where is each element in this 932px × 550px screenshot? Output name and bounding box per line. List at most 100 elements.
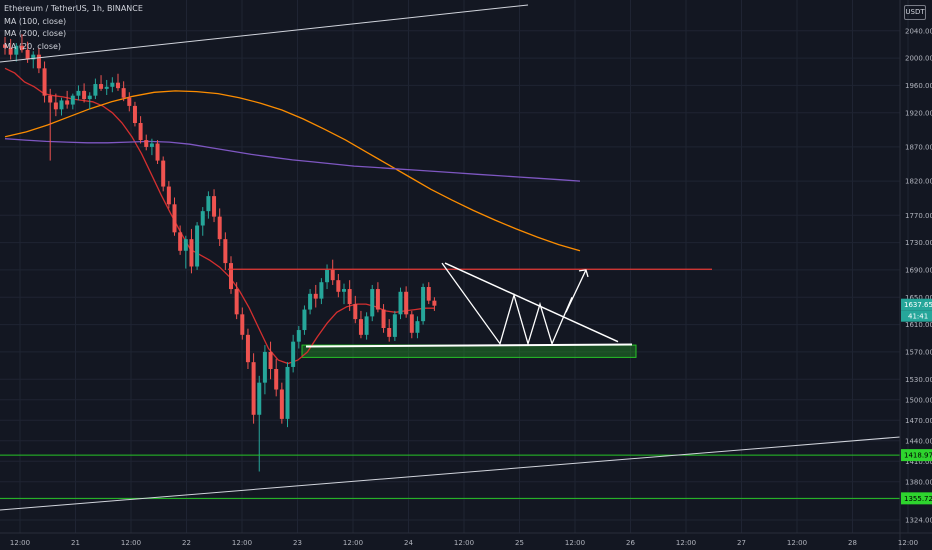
level-label: 1355.72 bbox=[904, 495, 932, 503]
candle-body bbox=[19, 45, 24, 50]
ma200-line bbox=[4, 138, 581, 182]
time-tick-label: 21 bbox=[71, 539, 80, 547]
candle-body bbox=[358, 319, 363, 335]
price-tick-label: 1500.00 bbox=[905, 396, 932, 404]
price-tick-label: 1470.00 bbox=[905, 417, 932, 425]
candle-body bbox=[166, 186, 171, 205]
candle-body bbox=[99, 84, 104, 89]
candle-body bbox=[217, 216, 222, 240]
countdown-badge bbox=[901, 310, 932, 322]
candle-body bbox=[279, 389, 284, 419]
candle-body bbox=[149, 143, 154, 147]
price-tick-label: 1650.00 bbox=[905, 294, 932, 302]
candle-body bbox=[251, 362, 256, 415]
legend-ma200[interactable]: MA (200, close) bbox=[4, 29, 67, 38]
candle-body bbox=[3, 44, 7, 48]
candle-body bbox=[25, 49, 30, 60]
candle-body bbox=[93, 84, 98, 96]
time-tick-label: 26 bbox=[626, 539, 635, 547]
legend-ma20[interactable]: MA (20, close) bbox=[4, 41, 62, 51]
price-tick-label: 1690.00 bbox=[905, 266, 932, 274]
candle-body bbox=[364, 316, 369, 335]
candle-body bbox=[138, 123, 143, 141]
currency-selector[interactable]: USDT bbox=[904, 5, 926, 20]
candle-body bbox=[313, 293, 318, 299]
candle-body bbox=[370, 289, 375, 317]
candle-body bbox=[212, 196, 217, 217]
candle-body bbox=[268, 351, 273, 369]
candle-body bbox=[274, 369, 279, 390]
candle-body bbox=[421, 287, 426, 322]
candle-body bbox=[132, 105, 137, 123]
candle-body bbox=[121, 88, 126, 98]
time-tick-label: 12:00 bbox=[121, 539, 141, 547]
candle-body bbox=[296, 330, 301, 342]
candle-body bbox=[189, 239, 194, 267]
candle-body bbox=[353, 304, 358, 320]
price-tick-label: 1440.00 bbox=[905, 437, 932, 445]
candle-body bbox=[110, 82, 115, 87]
candle-body bbox=[432, 300, 437, 306]
candle-body bbox=[76, 90, 81, 96]
candle-body bbox=[415, 321, 420, 333]
price-tick-label: 1570.00 bbox=[905, 348, 932, 356]
time-tick-label: 12:00 bbox=[454, 539, 474, 547]
candle-body bbox=[155, 143, 160, 161]
candle-body bbox=[223, 239, 228, 264]
time-tick-label: 28 bbox=[848, 539, 857, 547]
level-badge bbox=[901, 449, 932, 462]
legend-ma100[interactable]: MA (100, close) bbox=[4, 16, 67, 26]
time-tick-label: 22 bbox=[182, 539, 191, 547]
price-tick-label: 1920.00 bbox=[905, 109, 932, 117]
candle-body bbox=[42, 68, 47, 96]
candle-body bbox=[347, 289, 352, 305]
price-tick-label: 1324.00 bbox=[905, 517, 932, 525]
candle-body bbox=[31, 54, 36, 60]
moving-averages bbox=[4, 67, 581, 365]
price-tick-label: 1960.00 bbox=[905, 82, 932, 90]
countdown-label: 41:41 bbox=[908, 313, 928, 321]
candle-body bbox=[53, 102, 58, 110]
ma20-line bbox=[4, 67, 435, 365]
current-price-badge bbox=[901, 298, 932, 311]
candle-body bbox=[234, 289, 239, 315]
breakout-arrow bbox=[565, 269, 587, 313]
price-tick-label: 1610.00 bbox=[905, 321, 932, 329]
candle-body bbox=[65, 100, 70, 105]
level-badge bbox=[901, 492, 932, 505]
candle-body bbox=[161, 160, 166, 187]
time-tick-label: 12:00 bbox=[676, 539, 696, 547]
time-tick-label: 23 bbox=[293, 539, 302, 547]
candle-body bbox=[404, 291, 409, 315]
legend-title: Ethereum / TetherUS, 1h, BINANCE bbox=[4, 4, 143, 13]
time-tick-label: 12:00 bbox=[10, 539, 30, 547]
candle-body bbox=[200, 211, 205, 226]
current-price-label: 1637.65 bbox=[904, 301, 932, 309]
candle-body bbox=[330, 269, 335, 281]
candle-body bbox=[183, 239, 188, 251]
candle-body bbox=[245, 334, 250, 363]
candle-body bbox=[178, 232, 183, 251]
time-tick-label: 12:00 bbox=[343, 539, 363, 547]
upper-trendline bbox=[0, 4, 529, 63]
wedge-base-line bbox=[305, 343, 633, 348]
time-tick-label: 27 bbox=[737, 539, 746, 547]
candle-body bbox=[36, 54, 41, 69]
candle-body bbox=[240, 314, 245, 335]
candle-body bbox=[59, 100, 64, 110]
candle-body bbox=[172, 204, 177, 233]
candle-body bbox=[426, 287, 431, 301]
price-tick-label: 2000.00 bbox=[905, 55, 932, 63]
wedge-top-line bbox=[444, 262, 619, 343]
time-tick-label: 12:00 bbox=[232, 539, 252, 547]
lower-trendline bbox=[0, 436, 901, 511]
ma100-line bbox=[4, 90, 581, 252]
candle-body bbox=[308, 293, 313, 310]
candle-body bbox=[342, 289, 346, 292]
candle-body bbox=[229, 263, 233, 290]
candle-body bbox=[82, 90, 87, 100]
chart-grid bbox=[0, 0, 909, 533]
candle-body bbox=[206, 196, 211, 212]
